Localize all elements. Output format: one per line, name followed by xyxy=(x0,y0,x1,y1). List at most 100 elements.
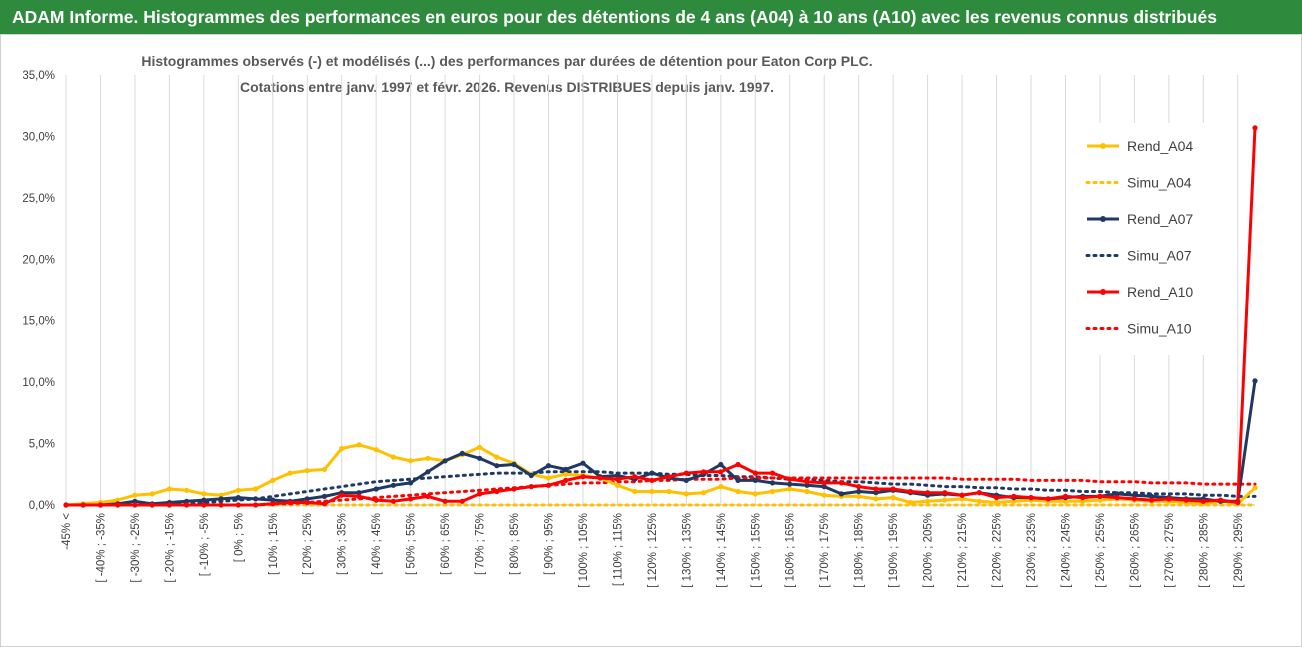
data-point-rend-a10 xyxy=(580,474,586,480)
data-point-rend-a10 xyxy=(304,499,310,506)
x-tick-label: [ 130% ; 135% xyxy=(681,513,693,588)
data-point-rend-a07 xyxy=(1149,493,1155,499)
data-point-rend-a04 xyxy=(1252,485,1258,491)
data-point-rend-a10 xyxy=(821,480,827,486)
data-point-rend-a04 xyxy=(993,499,1000,506)
x-tick-label: [ 20% ; 25% xyxy=(302,513,314,575)
data-point-rend-a10 xyxy=(752,470,758,476)
data-point-rend-a10 xyxy=(925,490,931,496)
data-point-rend-a10 xyxy=(1149,497,1155,503)
chart-title-line1: Histogrammes observés (-) et modélisés (… xyxy=(141,53,872,69)
data-point-rend-a10 xyxy=(1011,493,1017,499)
x-tick-label: [ 0% ; 5% xyxy=(233,513,245,562)
data-point-rend-a04 xyxy=(390,454,396,460)
data-point-rend-a07 xyxy=(1252,378,1258,384)
data-point-rend-a04 xyxy=(304,468,310,474)
data-point-rend-a10 xyxy=(184,502,190,508)
data-point-rend-a07 xyxy=(373,486,379,492)
data-point-rend-a04 xyxy=(959,496,965,502)
data-point-rend-a10 xyxy=(1131,496,1137,502)
x-tick-label: [ 70% ; 75% xyxy=(475,513,487,575)
data-point-rend-a04 xyxy=(339,445,345,452)
data-point-rend-a04 xyxy=(1062,498,1068,504)
data-point-rend-a07 xyxy=(459,450,465,456)
data-point-rend-a10 xyxy=(614,476,621,482)
data-point-rend-a07 xyxy=(511,461,517,468)
data-point-rend-a10 xyxy=(235,502,241,508)
data-point-rend-a07 xyxy=(718,461,724,468)
data-point-rend-a10 xyxy=(97,502,104,508)
data-point-rend-a07 xyxy=(408,480,414,486)
data-point-rend-a10 xyxy=(373,497,379,503)
x-tick-label: [ -40% ; -35% xyxy=(95,513,107,583)
data-point-rend-a07 xyxy=(821,484,827,490)
data-point-rend-a04 xyxy=(425,455,431,461)
data-point-rend-a04 xyxy=(735,488,741,495)
data-point-rend-a04 xyxy=(287,470,293,476)
x-tick-label: [ 160% ; 165% xyxy=(785,513,797,588)
legend-marker xyxy=(1100,143,1106,149)
data-point-rend-a07 xyxy=(528,472,534,479)
data-point-rend-a07 xyxy=(1114,491,1120,497)
x-tick-label: [ 180% ; 185% xyxy=(854,513,866,588)
y-tick-label: 35,0% xyxy=(22,70,55,82)
data-point-rend-a07 xyxy=(184,498,190,504)
y-tick-label: 10,0% xyxy=(22,377,55,389)
data-point-rend-a04 xyxy=(873,496,879,502)
x-tick-label: [ 240% ; 245% xyxy=(1060,513,1072,588)
data-point-rend-a04 xyxy=(769,488,776,495)
data-point-rend-a10 xyxy=(528,484,534,490)
data-point-rend-a10 xyxy=(1166,496,1172,502)
chart-grid xyxy=(65,75,1255,506)
chart-svg: Histogrammes observés (-) et modélisés (… xyxy=(22,53,1258,588)
data-point-rend-a04 xyxy=(1097,497,1103,503)
data-point-rend-a10 xyxy=(80,502,86,508)
data-point-rend-a10 xyxy=(1097,493,1103,499)
data-point-rend-a04 xyxy=(1011,498,1017,504)
data-point-rend-a07 xyxy=(270,497,276,503)
x-tick-label: [ 60% ; 65% xyxy=(440,513,452,575)
legend-label: Simu_A07 xyxy=(1127,248,1192,264)
data-point-rend-a10 xyxy=(735,461,741,468)
x-tick-label: [ 250% ; 255% xyxy=(1095,513,1107,588)
data-point-rend-a07 xyxy=(545,463,552,469)
data-point-rend-a10 xyxy=(1080,495,1086,501)
data-point-rend-a07 xyxy=(494,463,500,469)
x-tick-label: -45% < xyxy=(61,513,73,550)
data-point-rend-a04 xyxy=(804,488,810,495)
data-point-rend-a10 xyxy=(270,501,276,507)
x-tick-label: [ 210% ; 215% xyxy=(957,513,969,588)
legend-box xyxy=(1077,123,1235,355)
data-point-rend-a07 xyxy=(356,490,362,496)
series-line-rend-a04 xyxy=(65,443,1257,507)
data-point-rend-a10 xyxy=(545,482,552,488)
data-point-rend-a10 xyxy=(942,490,948,496)
data-point-rend-a04 xyxy=(218,492,224,498)
y-tick-label: 5,0% xyxy=(29,439,55,451)
data-point-rend-a10 xyxy=(356,493,362,499)
data-point-rend-a10 xyxy=(115,502,121,508)
data-point-rend-a10 xyxy=(218,502,224,508)
data-point-rend-a10 xyxy=(563,477,569,483)
data-point-rend-a04 xyxy=(632,488,638,495)
data-point-rend-a04 xyxy=(925,498,931,504)
data-point-rend-a04 xyxy=(201,491,207,497)
x-tick-label: [ 40% ; 45% xyxy=(371,513,383,575)
data-point-rend-a10 xyxy=(959,492,965,498)
data-point-rend-a10 xyxy=(873,486,879,492)
data-point-rend-a10 xyxy=(149,502,155,508)
data-point-rend-a07 xyxy=(752,477,758,483)
series-line-rend-a10 xyxy=(66,127,1257,507)
x-tick-label: [ -30% ; -25% xyxy=(130,513,142,583)
data-point-rend-a10 xyxy=(890,486,896,492)
x-tick-label: [ 190% ; 195% xyxy=(888,513,900,588)
data-point-rend-a10 xyxy=(132,502,138,508)
data-point-rend-a10 xyxy=(201,502,207,508)
x-tick-label: [ 120% ; 125% xyxy=(647,513,659,588)
data-point-rend-a04 xyxy=(718,484,724,490)
legend-marker xyxy=(1100,216,1106,222)
data-point-rend-a10 xyxy=(907,488,914,495)
data-point-rend-a04 xyxy=(890,495,896,501)
data-point-rend-a07 xyxy=(442,458,448,464)
data-point-rend-a07 xyxy=(683,477,689,483)
